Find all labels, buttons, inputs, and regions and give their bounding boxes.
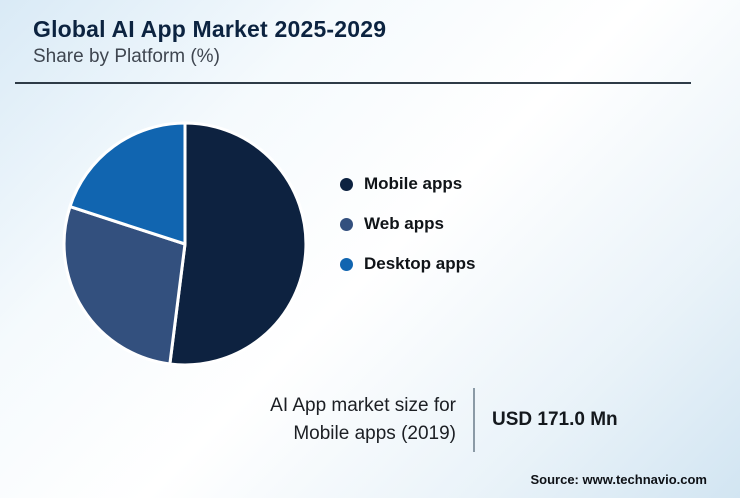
header: Global AI App Market 2025-2029 Share by … (33, 16, 386, 68)
footnote-label: AI App market size for Mobile apps (2019… (180, 392, 456, 447)
legend-item: Desktop apps (340, 254, 475, 274)
page-title: Global AI App Market 2025-2029 (33, 16, 387, 42)
legend-bullet-icon (340, 257, 353, 271)
pie-chart-svg (62, 121, 308, 367)
legend: Mobile apps Web apps Desktop apps (340, 174, 475, 294)
legend-bullet-icon (340, 217, 353, 231)
pie-slice-mobile-apps (168, 121, 308, 367)
footnote-divider (473, 388, 475, 452)
pie-slice-web-apps (62, 205, 187, 366)
page-subtitle: Share by Platform (%) (33, 46, 220, 67)
footnote-label-line1: AI App market size for (270, 395, 456, 417)
footnote: AI App market size for Mobile apps (2019… (180, 388, 618, 452)
source-attribution: Source: www.technavio.com (530, 472, 707, 487)
legend-item: Mobile apps (340, 174, 475, 194)
footnote-label-line2: Mobile apps (2019) (293, 423, 456, 444)
header-divider (15, 82, 691, 84)
legend-label: Web apps (364, 214, 444, 233)
legend-item: Web apps (340, 214, 475, 234)
legend-label: Desktop apps (364, 254, 476, 273)
pie-slice-desktop-apps (68, 121, 187, 246)
market-size-value: USD 171.0 Mn (492, 409, 618, 430)
legend-label: Mobile apps (364, 174, 463, 193)
pie-chart (59, 118, 311, 370)
legend-bullet-icon (340, 177, 353, 191)
